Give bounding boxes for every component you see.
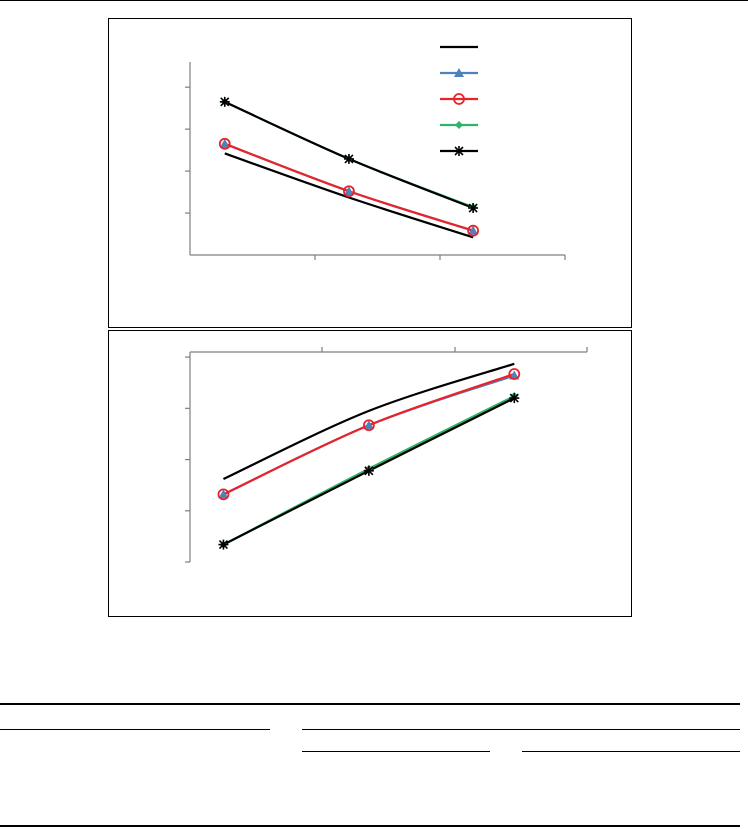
table-top-rule <box>0 703 740 705</box>
table-bottom-rule <box>0 825 740 827</box>
point-s5-3 <box>468 203 479 214</box>
point-s2-3 <box>509 370 520 380</box>
point-s2-1 <box>219 138 230 148</box>
point-s5-2 <box>363 465 374 476</box>
series-line-2 <box>222 374 515 496</box>
point-s3-2 <box>362 419 375 432</box>
legend-marker-4 <box>455 121 463 129</box>
point-s5-1 <box>218 539 229 550</box>
point-s2-3 <box>468 225 479 235</box>
axes <box>185 62 566 260</box>
legend-marker-5 <box>454 146 464 156</box>
top-rule <box>0 0 748 1</box>
point-s5-3 <box>509 393 520 404</box>
chart-panel-2 <box>108 330 632 617</box>
series-line-1 <box>222 362 515 481</box>
legend <box>440 45 478 156</box>
point-s2-2 <box>363 420 374 430</box>
chart-panel-1 <box>108 18 632 328</box>
table-subrule-2 <box>522 751 740 752</box>
axes <box>185 347 588 563</box>
legend-marker-2 <box>454 68 464 77</box>
legend-marker-3 <box>453 93 465 105</box>
point-s5-2 <box>343 153 354 164</box>
point-s3-2 <box>343 185 355 198</box>
point-s2-1 <box>218 489 229 499</box>
table-rule-left <box>0 729 270 730</box>
point-s3-3 <box>467 224 480 237</box>
point-s3-1 <box>217 488 230 501</box>
table-subrule-1 <box>302 751 490 752</box>
point-s5-1 <box>219 96 230 107</box>
point-s2-2 <box>343 186 354 196</box>
series-line-1 <box>224 152 474 239</box>
table-rule-right <box>302 729 740 730</box>
point-s3-3 <box>508 368 521 380</box>
point-s3-1 <box>218 137 231 150</box>
series-line-3 <box>222 372 515 496</box>
